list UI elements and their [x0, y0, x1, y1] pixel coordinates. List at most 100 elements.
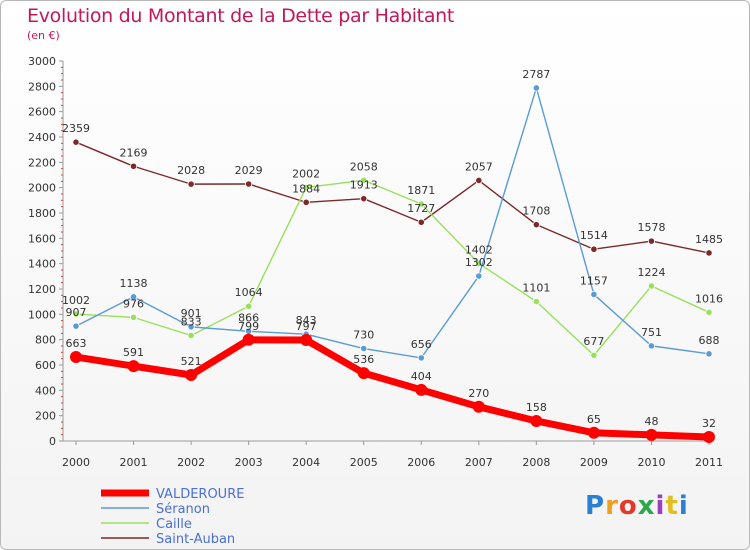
data-label: 1002	[62, 294, 90, 307]
data-label: 1016	[695, 292, 723, 305]
data-label: 2169	[120, 146, 148, 159]
y-tick-label: 3000	[28, 55, 56, 68]
data-point	[590, 290, 598, 299]
data-label: 1913	[350, 179, 378, 192]
legend-label: VALDEROURE	[156, 487, 244, 502]
data-label: 2058	[350, 160, 378, 173]
x-tick-label: 2011	[695, 456, 723, 469]
data-label: 799	[238, 320, 259, 333]
data-label: 1101	[522, 282, 550, 295]
data-label: 901	[181, 307, 202, 320]
data-point	[475, 176, 483, 185]
data-label: 1064	[235, 286, 263, 299]
y-tick-label: 2400	[28, 131, 56, 144]
y-tick-label: 1600	[28, 232, 56, 245]
y-tick-label: 2800	[28, 80, 56, 93]
data-point	[245, 302, 253, 310]
data-point	[360, 176, 368, 184]
series-line-valderoure	[75, 336, 710, 441]
x-tick-label: 2003	[235, 456, 263, 469]
data-label: 2029	[235, 164, 263, 177]
logo-letter: o	[618, 491, 638, 521]
data-point	[129, 313, 138, 321]
logo-letter: i	[678, 491, 689, 521]
series-line-saint-auban	[75, 141, 710, 254]
data-label: 656	[411, 338, 432, 351]
data-point	[590, 245, 598, 253]
y-tick-label: 1400	[28, 258, 56, 271]
data-point	[415, 383, 428, 396]
x-tick-label: 2004	[292, 456, 320, 469]
chart-title: Evolution du Montant de la Dette par Hab…	[27, 5, 455, 27]
data-label: 2002	[292, 167, 320, 180]
x-tick-label: 2010	[637, 456, 665, 469]
data-label: 536	[353, 353, 374, 366]
x-tick-label: 2009	[580, 456, 608, 469]
data-label: 866	[238, 311, 259, 324]
data-point	[129, 162, 138, 170]
series-line-s-ranon	[75, 87, 710, 359]
data-label: 1871	[407, 184, 435, 197]
data-point	[647, 237, 656, 245]
data-label: 2028	[177, 164, 205, 177]
data-point	[417, 218, 425, 226]
data-label: 48	[644, 415, 658, 428]
proxiti-logo: Proxiti	[585, 491, 689, 521]
data-point	[357, 367, 370, 380]
x-tick-label: 2001	[120, 456, 148, 469]
data-point	[647, 282, 656, 290]
data-label: 1157	[580, 274, 608, 287]
data-point	[300, 334, 313, 347]
data-point	[647, 342, 656, 350]
data-label: 663	[66, 337, 87, 350]
data-point	[187, 180, 195, 188]
legend-label: Caille	[156, 517, 192, 532]
y-tick-label: 2200	[28, 156, 56, 169]
y-tick-label: 1000	[28, 308, 56, 321]
logo-letter: r	[605, 491, 619, 521]
legend-label: Séranon	[156, 502, 210, 517]
data-label: 797	[296, 320, 317, 333]
data-label: 1138	[120, 277, 148, 290]
logo-letter: i	[655, 491, 666, 521]
data-label: 65	[587, 413, 601, 426]
y-tick-label: 0	[49, 435, 56, 448]
data-point	[187, 323, 195, 331]
data-label: 1224	[637, 266, 665, 279]
y-tick-label: 2600	[28, 106, 56, 119]
data-point	[417, 354, 425, 362]
data-label: 404	[411, 370, 432, 383]
x-tick-label: 2006	[407, 456, 435, 469]
data-label: 1884	[292, 182, 320, 195]
logo-letter: x	[637, 491, 656, 521]
data-point	[242, 333, 255, 346]
data-label: 688	[699, 334, 720, 347]
data-label: 1514	[580, 229, 608, 242]
y-tick-label: 600	[35, 359, 56, 372]
data-label: 730	[353, 329, 374, 342]
data-label: 1727	[407, 202, 435, 215]
y-tick-label: 1800	[28, 207, 56, 220]
data-point	[532, 84, 540, 92]
x-tick-label: 2008	[522, 456, 550, 469]
data-label: 521	[181, 355, 202, 368]
data-point	[70, 351, 82, 364]
data-point	[475, 272, 483, 280]
data-label: 907	[66, 306, 87, 319]
data-point	[705, 308, 713, 316]
legend-label: Saint-Auban	[156, 532, 235, 547]
data-point	[129, 293, 138, 301]
data-point	[645, 428, 658, 441]
y-tick-label: 800	[35, 334, 56, 347]
data-point	[187, 331, 195, 340]
logo-letter: t	[665, 491, 679, 521]
data-point	[72, 138, 80, 146]
data-point	[417, 200, 425, 208]
x-tick-label: 2007	[465, 456, 493, 469]
data-point	[587, 426, 600, 439]
data-label: 591	[123, 346, 144, 359]
data-point	[72, 310, 80, 318]
y-tick-label: 1200	[28, 283, 56, 296]
